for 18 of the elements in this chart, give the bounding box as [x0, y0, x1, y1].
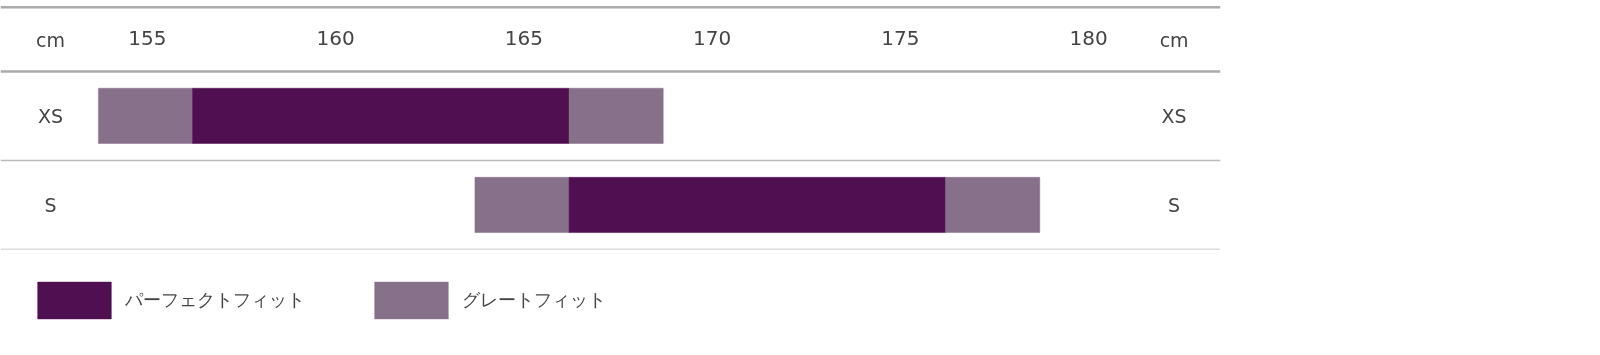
bar [98, 88, 193, 144]
x-tick-label: 180 [1069, 26, 1108, 51]
bar [474, 177, 570, 233]
x-tick-label: 175 [881, 26, 920, 51]
category-label: S [1168, 193, 1181, 216]
bar [945, 177, 1041, 233]
bar [568, 88, 664, 144]
text: cm [1159, 28, 1189, 51]
legend-label: グレートフィット [462, 288, 606, 312]
x-tick-label: 165 [504, 26, 543, 51]
x-tick-label: 155 [128, 26, 167, 51]
x-axis-title: cm [36, 28, 66, 51]
bar [192, 88, 570, 144]
bar [568, 177, 946, 233]
category-label: XS [1161, 104, 1187, 127]
legend-label: パーフェクトフィット [125, 288, 305, 312]
x-tick-label: 160 [316, 26, 355, 51]
x-tick-label: 170 [693, 26, 732, 51]
